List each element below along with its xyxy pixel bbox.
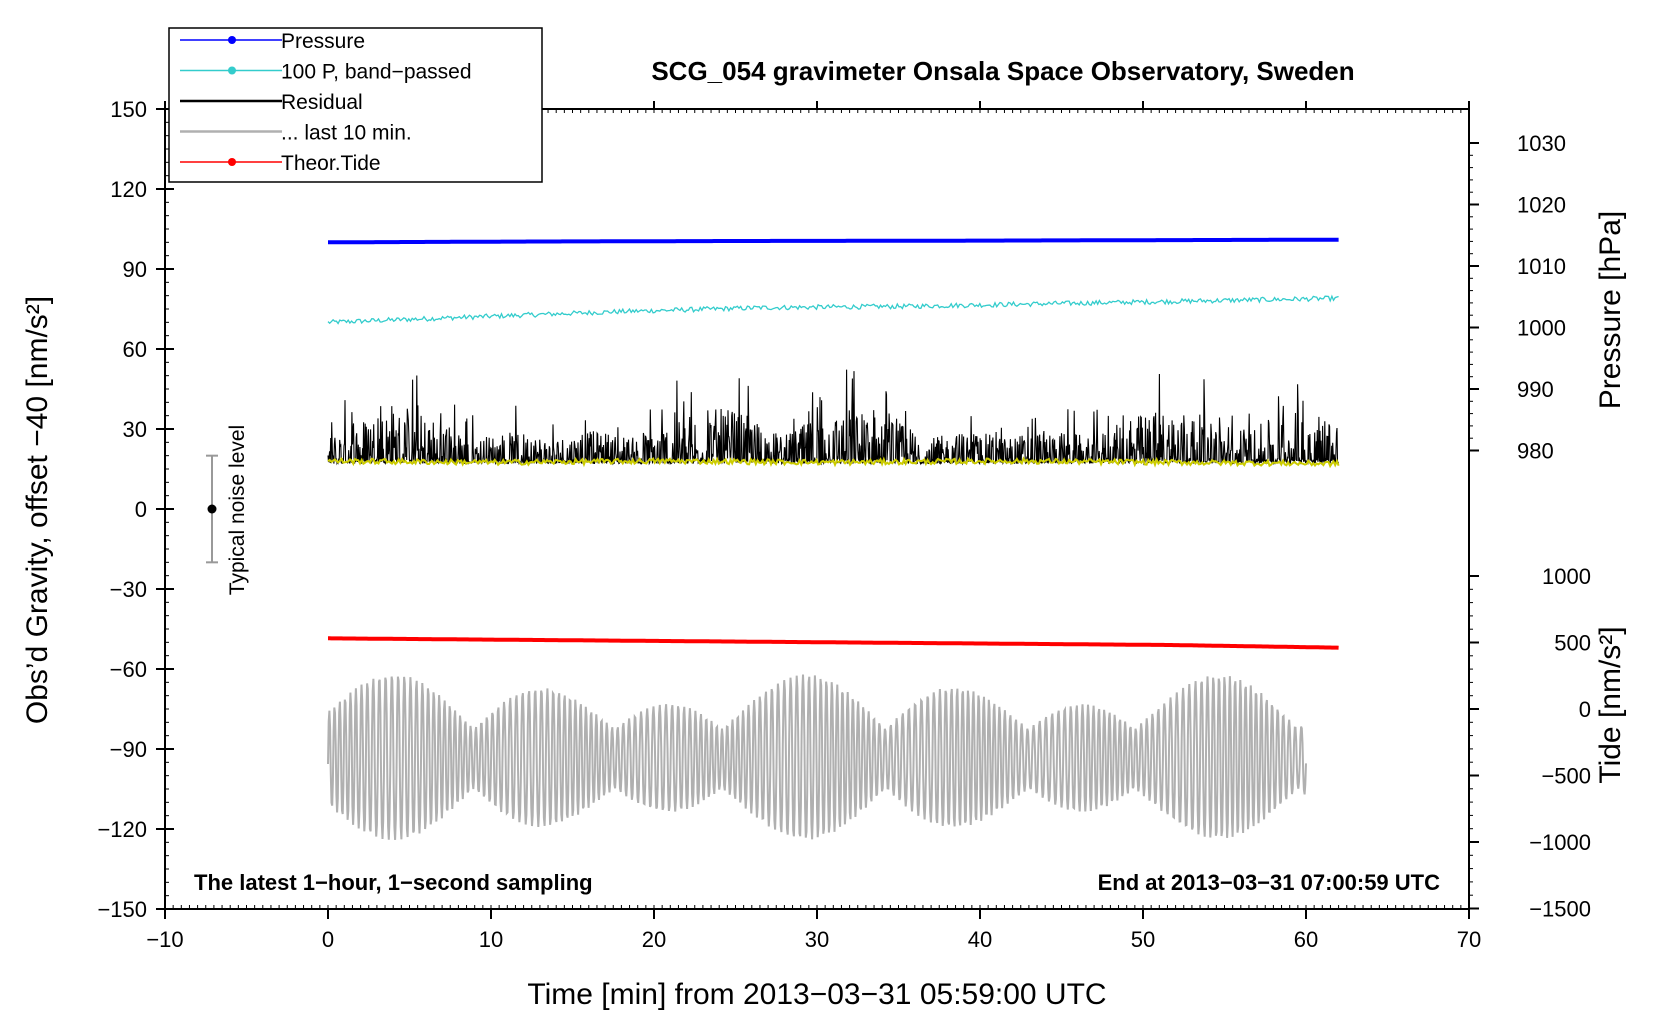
pressure-tick-label: 1030 [1517, 131, 1566, 156]
series-100-p-band-passed [327, 294, 1339, 325]
series-pressure [328, 237, 1339, 245]
legend-label-last-10-min: ... last 10 min. [281, 122, 412, 145]
x-tick-label: 0 [322, 927, 334, 952]
last-10-min-line [327, 674, 1307, 840]
axes: −10 0 10 20 30 40 50 60 701501209060300−30−60−90… [97, 97, 1591, 952]
legend: Pressure 100 P, band−passed Residual ... la… [168, 27, 543, 183]
note-bottom-right: End at 2013−03−31 07:00:59 UTC [1098, 870, 1441, 895]
noise-label: Typical noise level [226, 425, 249, 595]
legend-marker-theor-tide [228, 158, 236, 166]
tide-tick-label: 0 [1579, 697, 1591, 722]
pressure-tick-label: 1000 [1517, 316, 1566, 341]
legend-label-100-p-band-passed: 100 P, band−passed [281, 61, 472, 84]
x-tick-label: 20 [642, 927, 666, 952]
y-tick-label: −120 [97, 817, 147, 842]
legend-box [168, 27, 543, 183]
residual-smoothed-line [327, 456, 1340, 469]
pressure-tick-label: 1020 [1517, 193, 1566, 218]
noise-level-indicator: Typical noise level [206, 425, 249, 595]
y-tick-label: 60 [123, 337, 147, 362]
tide-tick-label: −1000 [1529, 830, 1591, 855]
series-last-10-min [327, 674, 1307, 840]
x-tick-label: 30 [805, 927, 829, 952]
y-axis-title-left: Obs’d Gravity, offset −40 [nm/s²] [21, 296, 54, 724]
x-tick-label: 10 [479, 927, 503, 952]
x-axis-title: Time [min] from 2013−03−31 05:59:00 UTC [527, 978, 1106, 1011]
legend-label-residual: Residual [281, 91, 363, 114]
legend-marker-100-p-band-passed [228, 66, 236, 75]
y-tick-label: −30 [110, 577, 147, 602]
tide-tick-label: 1000 [1542, 564, 1591, 589]
chart-title: SCG_054 gravimeter Onsala Space Observat… [651, 56, 1354, 86]
note-bottom-left: The latest 1−hour, 1−second sampling [194, 870, 593, 895]
x-tick-label: 60 [1294, 927, 1318, 952]
tide-tick-label: 500 [1554, 631, 1591, 656]
pressure-line [328, 237, 1339, 245]
legend-marker-pressure [228, 36, 236, 44]
y-tick-label: 120 [110, 177, 147, 202]
series-residual [327, 369, 1340, 466]
pressure-tick-label: 990 [1517, 377, 1554, 402]
series-theor-tide [328, 636, 1339, 650]
y-tick-label: 0 [135, 497, 147, 522]
y-axis-title-pressure: Pressure [hPa] [1594, 211, 1627, 409]
tide-tick-label: −1500 [1529, 897, 1591, 922]
y-tick-label: 90 [123, 257, 147, 282]
series-residual-smoothed [327, 456, 1340, 469]
legend-label-pressure: Pressure [281, 30, 365, 53]
plot-area [327, 237, 1340, 840]
pressure-tick-label: 980 [1517, 439, 1554, 464]
x-tick-label: 50 [1131, 927, 1155, 952]
pressure-tick-label: 1010 [1517, 254, 1566, 279]
y-tick-label: −150 [97, 897, 147, 922]
y-axis-title-tide: Tide [nm/s²] [1594, 626, 1627, 783]
x-tick-label: −10 [146, 927, 183, 952]
y-tick-label: 150 [110, 97, 147, 122]
tide-tick-label: −500 [1541, 764, 1591, 789]
x-tick-label: 70 [1457, 927, 1481, 952]
100-p-band-passed-line [327, 294, 1339, 325]
y-tick-label: −60 [110, 657, 147, 682]
y-tick-label: 30 [123, 417, 147, 442]
legend-label-theor-tide: Theor.Tide [281, 152, 381, 175]
noise-center-dot [207, 504, 217, 514]
residual-line [327, 369, 1340, 466]
x-tick-label: 40 [968, 927, 992, 952]
theor-tide-line [328, 636, 1339, 650]
y-tick-label: −90 [110, 737, 147, 762]
